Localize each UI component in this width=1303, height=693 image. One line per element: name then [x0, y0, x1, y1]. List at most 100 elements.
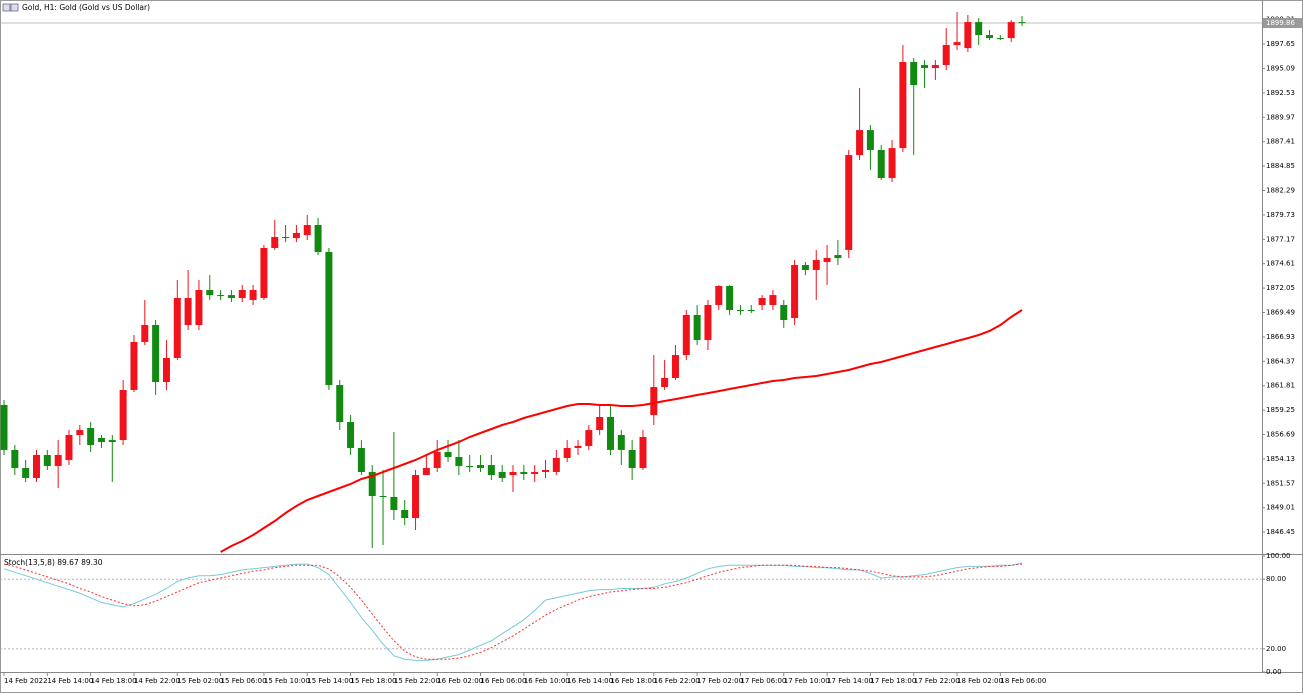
y-tick-label: 20.00	[1266, 645, 1286, 653]
candle-body	[43, 455, 51, 466]
y-tick-label: 1895.09	[1266, 64, 1295, 72]
candle-body	[758, 298, 766, 305]
candle-body	[314, 225, 322, 252]
symbol-icon	[10, 3, 19, 12]
candle-body	[726, 286, 734, 311]
candle-body	[271, 237, 279, 248]
candle-body	[65, 434, 73, 460]
candle-body	[477, 465, 485, 468]
candle-body	[498, 471, 506, 478]
y-tick-label: 1861.81	[1266, 382, 1295, 390]
y-tick-label: 1864.37	[1266, 357, 1295, 365]
x-tick-label: 14 Feb 14:00	[47, 677, 93, 685]
candle-body	[520, 471, 528, 474]
x-tick-label: 16 Feb 14:00	[567, 677, 613, 685]
candle-body	[899, 62, 907, 149]
candle-body	[401, 510, 409, 519]
candle-body	[422, 467, 430, 476]
candle-body	[975, 22, 983, 36]
x-tick-label: 17 Feb 14:00	[827, 677, 873, 685]
y-tick-label: 1851.57	[1266, 479, 1295, 487]
candle-body	[769, 295, 777, 305]
y-tick-label: 0.00	[1266, 668, 1282, 676]
candle-body	[671, 355, 679, 378]
x-tick-label: 15 Feb 02:00	[177, 677, 223, 685]
x-tick-label: 15 Feb 06:00	[221, 677, 267, 685]
x-tick-label: 15 Feb 14:00	[307, 677, 353, 685]
x-tick-label: 15 Feb 18:00	[351, 677, 397, 685]
candle-body	[119, 390, 127, 441]
candle-body	[292, 233, 300, 239]
x-tick-label: 15 Feb 22:00	[394, 677, 440, 685]
candle-body	[390, 496, 398, 511]
candle-body	[108, 440, 116, 443]
indicator-line	[3, 562, 1023, 661]
y-tick-label: 1892.53	[1266, 89, 1295, 97]
x-tick-label: 14 Feb 18:00	[91, 677, 137, 685]
candle-body	[812, 259, 820, 270]
x-tick-label: 17 Feb 10:00	[784, 677, 830, 685]
candle-body	[249, 290, 257, 301]
candle-body	[1007, 22, 1015, 39]
x-tick-label: 18 Feb 06:00	[1000, 677, 1046, 685]
candle-body	[32, 455, 40, 478]
candle-body	[801, 265, 809, 270]
x-tick-label: 17 Feb 22:00	[914, 677, 960, 685]
x-tick-label: 14 Feb 22:00	[134, 677, 180, 685]
candle-body	[303, 225, 311, 236]
candle-body	[552, 457, 560, 472]
candle-body	[54, 455, 62, 466]
candle-body	[942, 45, 950, 66]
indicator-title: Stoch(13,5,8) 89.67 89.30	[4, 558, 103, 567]
candle-body	[217, 295, 225, 297]
candle-body	[845, 155, 853, 250]
y-tick-label: 1897.65	[1266, 40, 1295, 48]
current-price-label: 1899.86	[1266, 19, 1295, 27]
y-tick-label: 1887.41	[1266, 138, 1295, 146]
x-tick-label: 16 Feb 18:00	[610, 677, 656, 685]
candle-body	[531, 471, 539, 474]
y-tick-label: 1874.61	[1266, 260, 1295, 268]
chart-title: Gold, H1: Gold (Gold vs US Dollar)	[22, 3, 150, 12]
y-tick-label: 1884.85	[1266, 162, 1295, 170]
candle-body	[227, 295, 235, 299]
candle-body	[433, 451, 441, 468]
candle-body	[347, 422, 355, 448]
x-tick-label: 16 Feb 02:00	[437, 677, 483, 685]
candle-body	[542, 469, 549, 472]
indicator-line	[3, 563, 1023, 660]
current-price-box	[1263, 18, 1303, 29]
y-tick-label: 1854.13	[1266, 455, 1295, 463]
candle-body	[736, 310, 744, 312]
candle-body	[986, 35, 994, 39]
candle-body	[282, 237, 290, 239]
candle-body	[22, 467, 30, 478]
candle-body	[195, 290, 203, 325]
candle-body	[368, 471, 376, 496]
candle-body	[834, 255, 842, 258]
x-tick-label: 18 Feb 02:00	[957, 677, 1003, 685]
candle-body	[791, 265, 799, 319]
candle-body	[823, 257, 831, 262]
x-tick-label: 16 Feb 22:00	[654, 677, 700, 685]
y-tick-label: 1889.97	[1266, 113, 1295, 121]
x-tick-label: 17 Feb 06:00	[740, 677, 786, 685]
y-tick-label: 1877.17	[1266, 235, 1295, 243]
y-tick-label: 1856.69	[1266, 431, 1295, 439]
candle-body	[130, 341, 138, 391]
candle-body	[455, 457, 463, 466]
y-tick-label: 1849.01	[1266, 504, 1295, 512]
candle-body	[682, 314, 690, 356]
candle-body	[888, 148, 896, 179]
candle-body	[747, 310, 755, 312]
candle-body	[509, 471, 517, 476]
candle-body	[693, 314, 701, 341]
candle-body	[866, 130, 874, 150]
candle-body	[574, 445, 582, 448]
candle-body	[466, 465, 474, 468]
y-tick-label: 100.00	[1266, 552, 1291, 560]
candle-body	[563, 447, 571, 458]
candle-body	[931, 65, 939, 69]
candle-body	[780, 304, 788, 321]
